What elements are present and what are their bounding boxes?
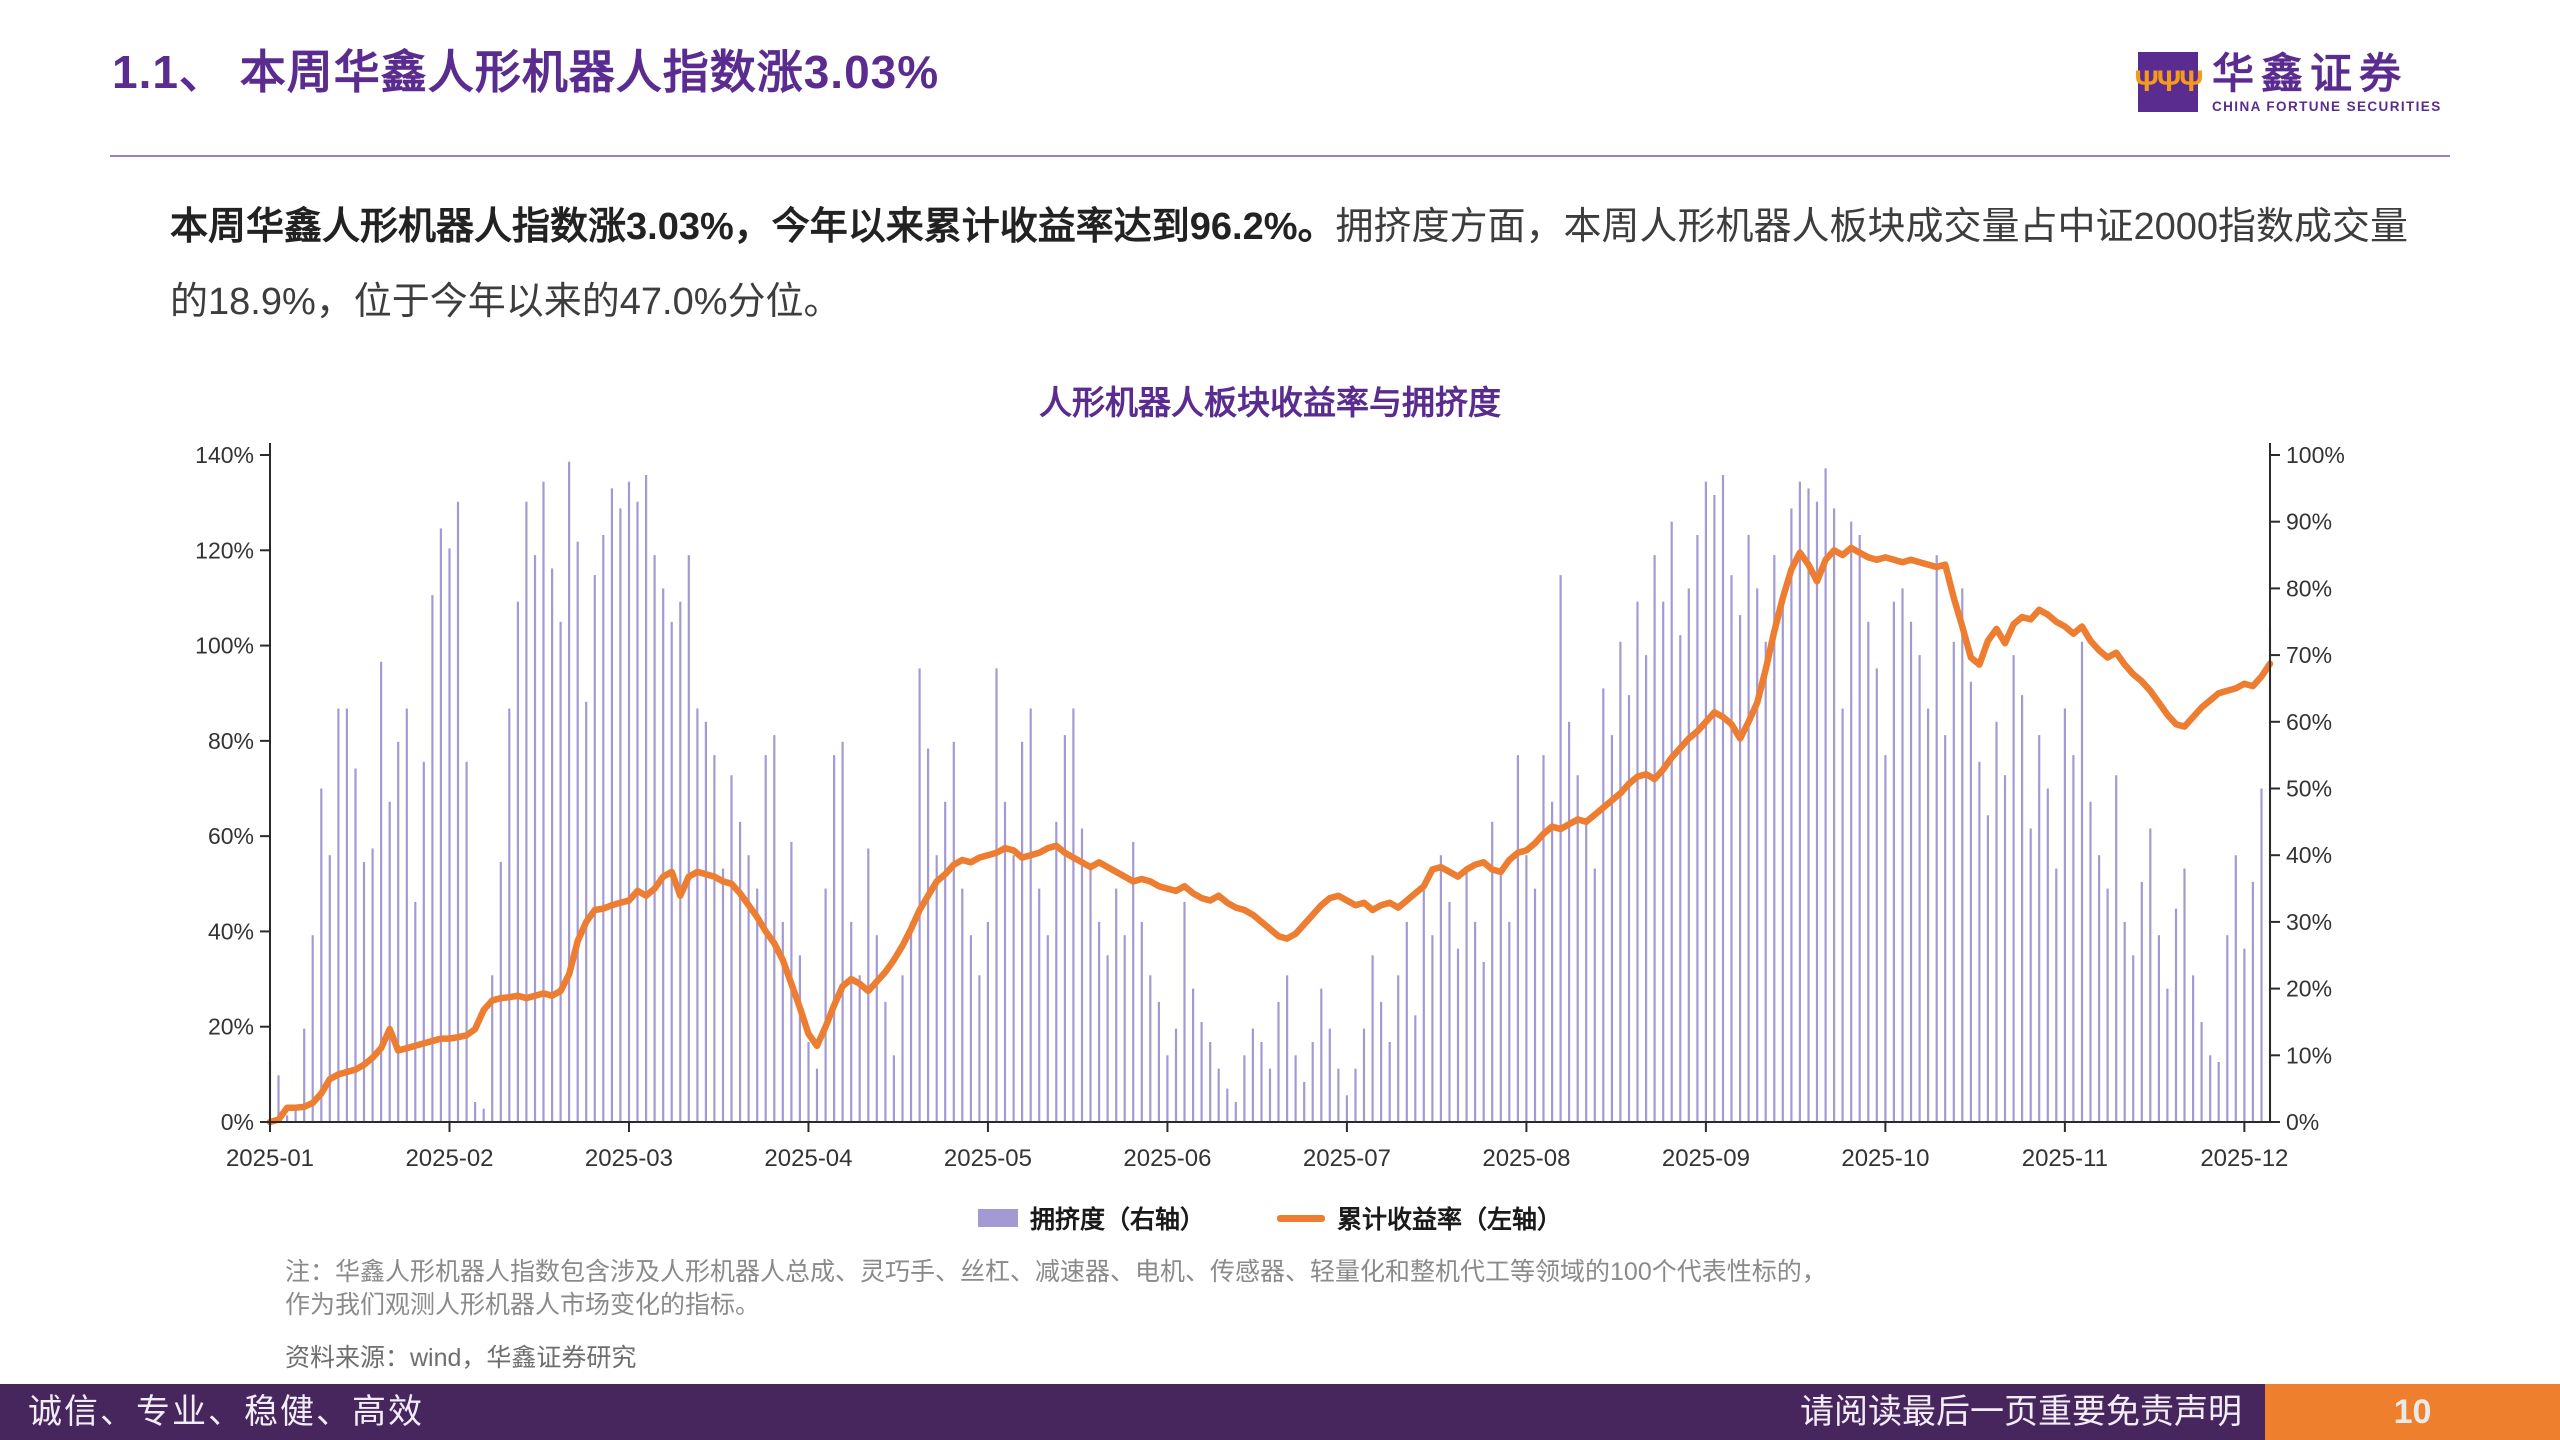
intro-paragraph: 本周华鑫人形机器人指数涨3.03%，今年以来累计收益率达到96.2%。拥挤度方面… [170, 190, 2410, 340]
chart-legend: 拥挤度（右轴） 累计收益率（左轴） [170, 1200, 2370, 1236]
logo-name-cn: 华鑫证券 [2212, 50, 2409, 97]
footer-slogan: 诚信、专业、稳健、高效 [28, 1393, 424, 1431]
svg-text:2025-06: 2025-06 [1123, 1145, 1211, 1172]
data-source: 资料来源：wind，华鑫证券研究 [285, 1344, 637, 1372]
chart-canvas: 0% 20% 40% 60% 80% 100% 120% 140% 0% 10% 20% 30% 40%… [195, 442, 2345, 1172]
legend-item-return: 累计收益率（左轴） [1277, 1200, 1562, 1236]
svg-text:0%: 0% [2286, 1109, 2319, 1135]
logo-text: 华鑫证券 CHINA FORTUNE SECURITIES [2212, 50, 2442, 115]
svg-text:40%: 40% [208, 918, 254, 944]
page-number: 10 [2393, 1392, 2432, 1431]
svg-text:80%: 80% [2286, 575, 2332, 601]
legend-item-crowding: 拥挤度（右轴） [977, 1200, 1205, 1236]
svg-text:10%: 10% [2286, 1042, 2332, 1068]
svg-text:20%: 20% [2286, 976, 2332, 1002]
intro-bold-text: 本周华鑫人形机器人指数涨3.03%，今年以来累计收益率达到96.2%。 [170, 206, 1336, 248]
footer-disclaimer: 请阅读最后一页重要免责声明 [1800, 1393, 2242, 1431]
legend-return-label: 累计收益率（左轴） [1337, 1206, 1563, 1234]
title-divider [110, 155, 2450, 157]
svg-text:2025-11: 2025-11 [2022, 1145, 2108, 1172]
svg-text:2025-02: 2025-02 [405, 1145, 493, 1172]
svg-text:2025-09: 2025-09 [1662, 1145, 1750, 1172]
page-title: 1.1、 本周华鑫人形机器人指数涨3.03% [112, 46, 940, 98]
page-number-box: 10 [2265, 1384, 2560, 1440]
company-logo: ΨΨΨ 华鑫证券 CHINA FORTUNE SECURITIES [2135, 50, 2442, 115]
svg-text:70%: 70% [2286, 642, 2332, 668]
footer-bar: 诚信、专业、稳健、高效 请阅读最后一页重要免责声明 10 [0, 1384, 2560, 1440]
svg-text:20%: 20% [208, 1014, 254, 1040]
svg-text:30%: 30% [2286, 909, 2332, 935]
logo-name-en: CHINA FORTUNE SECURITIES [2212, 99, 2442, 114]
svg-text:0%: 0% [221, 1109, 254, 1135]
svg-text:2025-01: 2025-01 [226, 1145, 314, 1172]
svg-text:60%: 60% [208, 823, 254, 849]
svg-text:80%: 80% [208, 728, 254, 754]
svg-text:120%: 120% [195, 537, 254, 563]
footnote-line2: 作为我们观测人形机器人市场变化的指标。 [285, 1291, 761, 1319]
svg-text:2025-08: 2025-08 [1482, 1145, 1570, 1172]
chart-title: 人形机器人板块收益率与拥挤度 [1039, 384, 1501, 421]
svg-text:100%: 100% [195, 633, 254, 659]
svg-text:2025-03: 2025-03 [585, 1145, 673, 1172]
legend-crowding-label: 拥挤度（右轴） [1029, 1206, 1205, 1234]
chart-footnote: 注：华鑫人形机器人指数包含涉及人形机器人总成、灵巧手、丝杠、减速器、电机、传感器… [285, 1256, 2335, 1322]
svg-text:140%: 140% [195, 442, 254, 468]
svg-text:2025-07: 2025-07 [1303, 1145, 1391, 1172]
intro-regular-text: 拥挤度方面，本周人形机器人板块成交量占中证2000指数成交量的18.9%，位于今… [170, 206, 2409, 323]
svg-text:90%: 90% [2286, 509, 2332, 535]
svg-text:2025-05: 2025-05 [944, 1145, 1032, 1172]
logo-trident-icon: ΨΨΨ [2135, 52, 2203, 112]
svg-text:40%: 40% [2286, 842, 2332, 868]
svg-text:2025-04: 2025-04 [764, 1145, 852, 1172]
svg-text:60%: 60% [2286, 709, 2332, 735]
footnote-line1: 注：华鑫人形机器人指数包含涉及人形机器人总成、灵巧手、丝杠、减速器、电机、传感器… [285, 1258, 1827, 1286]
svg-text:50%: 50% [2286, 776, 2332, 802]
svg-text:100%: 100% [2286, 442, 2345, 468]
svg-text:2025-10: 2025-10 [1841, 1145, 1929, 1172]
chart-area: 0% 20% 40% 60% 80% 100% 120% 140% 0% 10% 20% 30% 40%… [190, 435, 2360, 1215]
legend-line-swatch [1277, 1214, 1325, 1222]
svg-text:2025-12: 2025-12 [2200, 1145, 2288, 1172]
legend-bar-swatch [977, 1209, 1018, 1227]
